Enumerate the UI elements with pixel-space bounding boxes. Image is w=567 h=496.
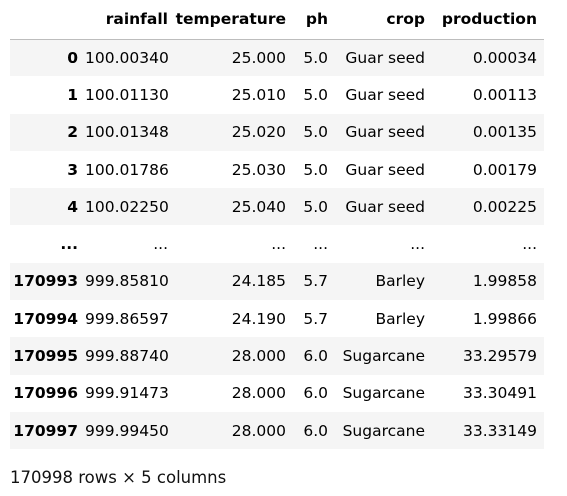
cell-ph: 6.0 <box>303 421 328 440</box>
cell-production: 0.00113 <box>472 85 537 104</box>
cell-crop: Guar seed <box>345 197 425 216</box>
cell-ph: 5.7 <box>303 272 328 291</box>
cell-temperature: 24.190 <box>231 309 286 328</box>
cell-production: 33.29579 <box>463 347 537 366</box>
cell-rainfall: 100.00340 <box>85 48 169 67</box>
cell-rainfall: 100.01786 <box>85 160 169 179</box>
cell-ph: 5.0 <box>303 197 328 216</box>
row-index: 2 <box>67 123 78 142</box>
cell-production: 0.00179 <box>472 160 537 179</box>
table-row: 3 100.01786 25.030 5.0 Guar seed 0.00179 <box>10 150 544 189</box>
table-row: 2 100.01348 25.020 5.0 Guar seed 0.00135 <box>10 113 544 151</box>
dataframe-output: rainfall temperature ph crop production … <box>10 0 544 450</box>
cell-production: 1.99858 <box>472 272 537 291</box>
column-header-crop: crop <box>335 0 432 40</box>
table-row: 170994 999.86597 24.190 5.7 Barley 1.998… <box>10 300 544 338</box>
column-header-ph: ph <box>293 0 335 40</box>
cell-ph: 5.0 <box>303 85 328 104</box>
ellipsis-row: ... ... ... ... ... ... <box>10 225 544 263</box>
row-index: 170997 <box>13 421 78 440</box>
cell-rainfall: ... <box>153 235 168 254</box>
cell-rainfall: 100.02250 <box>85 197 169 216</box>
dataframe-table: rainfall temperature ph crop production … <box>10 0 544 450</box>
row-index: 0 <box>67 48 78 67</box>
cell-ph: 6.0 <box>303 384 328 403</box>
cell-crop: Sugarcane <box>342 421 425 440</box>
cell-production: 0.00034 <box>472 48 537 67</box>
table-row: 170993 999.85810 24.185 5.7 Barley 1.998… <box>10 262 544 301</box>
cell-production: 0.00135 <box>472 123 537 142</box>
row-index: 1 <box>67 85 78 104</box>
cell-crop: Barley <box>375 272 425 291</box>
index-header <box>10 0 85 40</box>
cell-crop: Barley <box>375 309 425 328</box>
cell-ph: 5.0 <box>303 48 328 67</box>
column-header-production: production <box>432 0 544 40</box>
table-row: 4 100.02250 25.040 5.0 Guar seed 0.00225 <box>10 188 544 226</box>
cell-crop: Guar seed <box>345 48 425 67</box>
row-index: 170994 <box>13 309 78 328</box>
cell-ph: 5.0 <box>303 123 328 142</box>
row-index: 170993 <box>13 272 78 291</box>
cell-crop: Guar seed <box>345 85 425 104</box>
cell-temperature: 25.020 <box>231 123 286 142</box>
cell-temperature: 28.000 <box>231 347 286 366</box>
column-header-rainfall: rainfall <box>85 0 175 40</box>
cell-temperature: ... <box>271 235 286 254</box>
cell-rainfall: 100.01130 <box>85 85 169 104</box>
cell-production: 33.33149 <box>463 421 537 440</box>
cell-rainfall: 100.01348 <box>85 123 169 142</box>
cell-production: ... <box>522 235 537 254</box>
cell-ph: ... <box>313 235 328 254</box>
header-row: rainfall temperature ph crop production <box>10 0 544 40</box>
cell-ph: 6.0 <box>303 347 328 366</box>
cell-crop: Sugarcane <box>342 384 425 403</box>
cell-ph: 5.0 <box>303 160 328 179</box>
cell-temperature: 25.000 <box>231 48 286 67</box>
row-index: 170996 <box>13 384 78 403</box>
table-row: 170997 999.99450 28.000 6.0 Sugarcane 33… <box>10 411 544 450</box>
cell-temperature: 28.000 <box>231 384 286 403</box>
cell-temperature: 25.010 <box>231 85 286 104</box>
row-index: ... <box>60 235 78 254</box>
cell-rainfall: 999.86597 <box>85 309 169 328</box>
cell-rainfall: 999.91473 <box>85 384 169 403</box>
cell-crop: Sugarcane <box>342 347 425 366</box>
cell-production: 1.99866 <box>472 309 537 328</box>
table-row: 170996 999.91473 28.000 6.0 Sugarcane 33… <box>10 374 544 412</box>
cell-crop: Guar seed <box>345 160 425 179</box>
table-row: 1 100.01130 25.010 5.0 Guar seed 0.00113 <box>10 76 544 114</box>
cell-rainfall: 999.99450 <box>85 421 169 440</box>
cell-production: 0.00225 <box>472 197 537 216</box>
dataframe-shape-info: 170998 rows × 5 columns <box>10 468 227 487</box>
column-header-temperature: temperature <box>175 0 293 40</box>
cell-rainfall: 999.85810 <box>85 272 169 291</box>
cell-rainfall: 999.88740 <box>85 347 169 366</box>
row-index: 4 <box>67 197 78 216</box>
table-row: 0 100.00340 25.000 5.0 Guar seed 0.00034 <box>10 39 544 77</box>
cell-temperature: 25.040 <box>231 197 286 216</box>
cell-ph: 5.7 <box>303 309 328 328</box>
cell-temperature: 24.185 <box>231 272 286 291</box>
table-row: 170995 999.88740 28.000 6.0 Sugarcane 33… <box>10 337 544 375</box>
row-index: 170995 <box>13 347 78 366</box>
cell-temperature: 25.030 <box>231 160 286 179</box>
cell-temperature: 28.000 <box>231 421 286 440</box>
cell-crop: Guar seed <box>345 123 425 142</box>
cell-production: 33.30491 <box>463 384 537 403</box>
cell-crop: ... <box>410 235 425 254</box>
row-index: 3 <box>67 160 78 179</box>
